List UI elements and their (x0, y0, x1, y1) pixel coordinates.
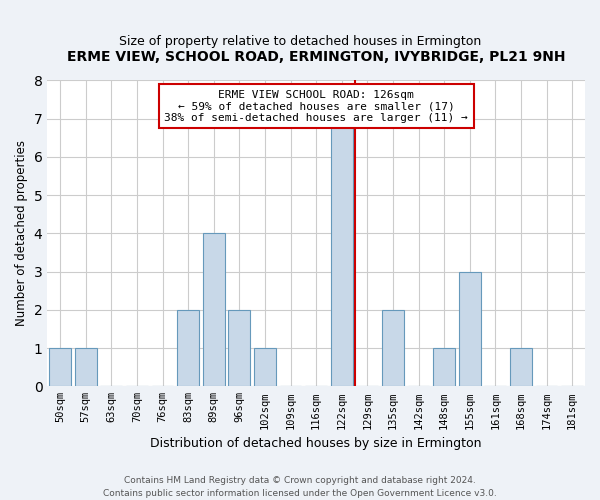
Bar (433, 348, 455, 387)
Bar (177, 310, 199, 386)
Bar (75, 348, 97, 387)
Bar (49, 348, 71, 387)
Bar (459, 272, 481, 386)
X-axis label: Distribution of detached houses by size in Ermington: Distribution of detached houses by size … (151, 437, 482, 450)
Bar (229, 310, 250, 386)
Bar (203, 234, 224, 386)
Y-axis label: Number of detached properties: Number of detached properties (15, 140, 28, 326)
Text: ERME VIEW SCHOOL ROAD: 126sqm
← 59% of detached houses are smaller (17)
38% of s: ERME VIEW SCHOOL ROAD: 126sqm ← 59% of d… (164, 90, 468, 123)
Bar (382, 310, 404, 386)
Bar (510, 348, 532, 387)
Title: ERME VIEW, SCHOOL ROAD, ERMINGTON, IVYBRIDGE, PL21 9NH: ERME VIEW, SCHOOL ROAD, ERMINGTON, IVYBR… (67, 50, 565, 64)
Text: Contains HM Land Registry data © Crown copyright and database right 2024.
Contai: Contains HM Land Registry data © Crown c… (103, 476, 497, 498)
Bar (254, 348, 276, 387)
Bar (331, 118, 353, 386)
Text: Size of property relative to detached houses in Ermington: Size of property relative to detached ho… (119, 35, 481, 48)
